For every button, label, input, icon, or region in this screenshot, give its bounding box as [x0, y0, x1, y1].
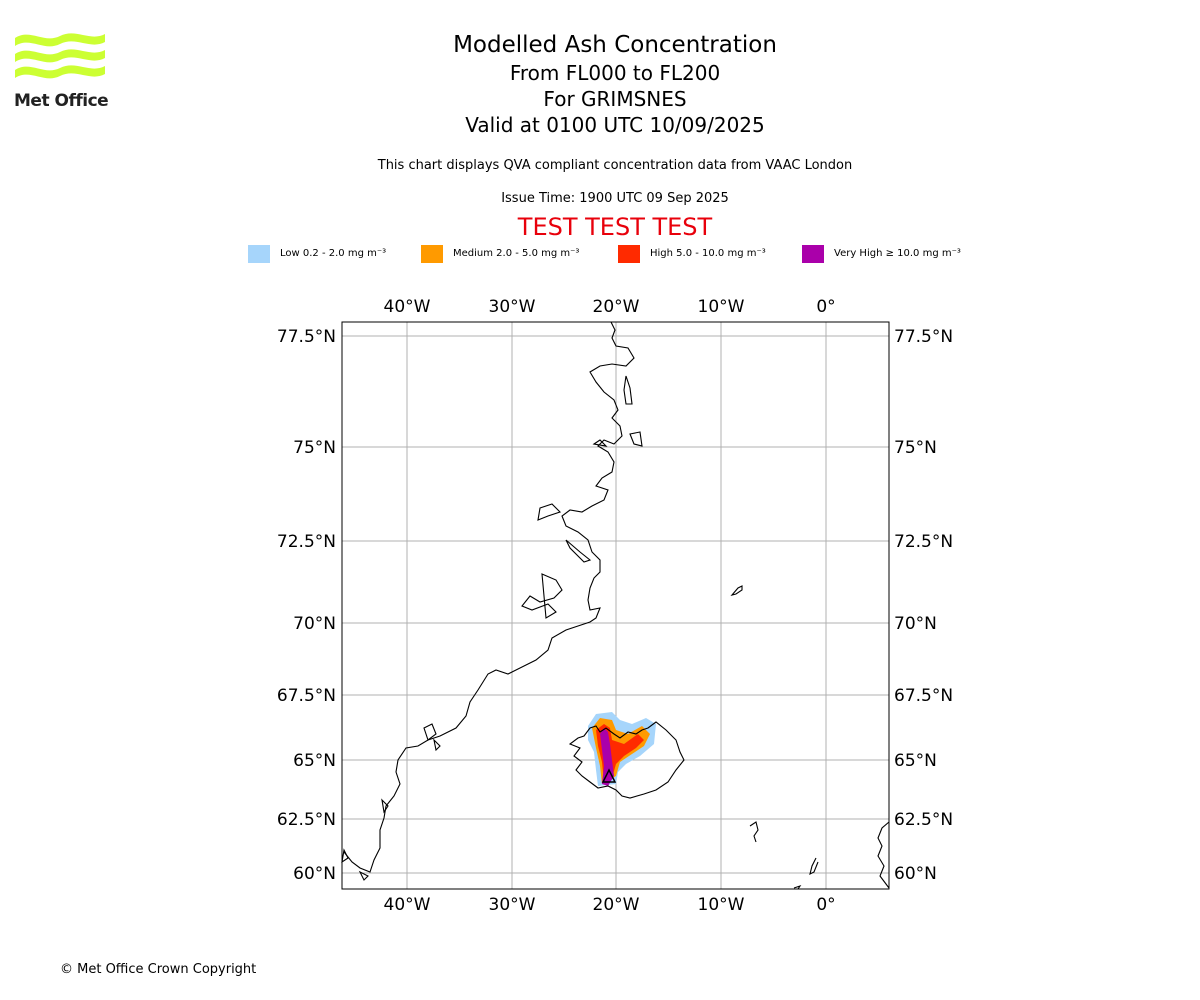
map-frame: [341, 321, 890, 890]
legend-swatch-medium: [421, 244, 443, 263]
lon-label-top: 10°W: [698, 297, 745, 317]
lon-label-top: 20°W: [593, 297, 640, 317]
lon-label-bottom: 10°W: [698, 895, 745, 915]
legend-label-high: High 5.0 - 10.0 mg m⁻³: [650, 248, 766, 259]
legend-label-very-high: Very High ≥ 10.0 mg m⁻³: [834, 248, 961, 259]
lon-label-top: 0°: [816, 297, 835, 317]
lat-label-right: 60°N: [894, 864, 937, 884]
lon-label-bottom: 30°W: [489, 895, 536, 915]
lon-label-bottom: 40°W: [384, 895, 431, 915]
legend-label-low: Low 0.2 - 2.0 mg m⁻³: [280, 248, 387, 259]
lat-label-right: 62.5°N: [894, 810, 953, 830]
lat-label-left: 65°N: [293, 751, 336, 771]
chart-description: This chart displays QVA compliant concen…: [377, 158, 853, 173]
lon-label-bottom: 0°: [816, 895, 835, 915]
lat-label-right: 65°N: [894, 751, 937, 771]
greenland-coastline: [341, 321, 643, 881]
test-banner: TEST TEST TEST: [517, 213, 713, 241]
lat-label-left: 60°N: [293, 864, 336, 884]
map-gridlines: [342, 322, 889, 889]
chart-title: Modelled Ash Concentration: [453, 32, 777, 58]
lon-label-top: 30°W: [489, 297, 536, 317]
lon-labels-top: 40°W 30°W 20°W 10°W 0°: [384, 297, 836, 317]
lat-label-left: 70°N: [293, 614, 336, 634]
lat-label-right: 72.5°N: [894, 532, 953, 552]
volcano-marker-icon: [601, 768, 617, 783]
lat-label-right: 67.5°N: [894, 686, 953, 706]
lat-label-left: 75°N: [293, 438, 336, 458]
lat-labels-left: 77.5°N 75°N 72.5°N 70°N 67.5°N 65°N 62.5…: [277, 327, 336, 884]
norway-coastline: [877, 821, 890, 889]
lat-label-right: 70°N: [894, 614, 937, 634]
lat-label-right: 77.5°N: [894, 327, 953, 347]
issue-time: Issue Time: 1900 UTC 09 Sep 2025: [501, 191, 729, 206]
met-office-logo-text: Met Office: [14, 91, 109, 111]
legend-label-medium: Medium 2.0 - 5.0 mg m⁻³: [453, 248, 580, 259]
legend-item-low: Low 0.2 - 2.0 mg m⁻³: [248, 244, 386, 263]
lon-labels-bottom: 40°W 30°W 20°W 10°W 0°: [384, 895, 836, 915]
lat-label-right: 75°N: [894, 438, 937, 458]
valid-time: Valid at 0100 UTC 10/09/2025: [465, 113, 765, 137]
volcano-name: For GRIMSNES: [543, 87, 687, 111]
jan-mayen-coastline: [730, 585, 743, 596]
lat-label-left: 72.5°N: [277, 532, 336, 552]
copyright-notice: © Met Office Crown Copyright: [60, 962, 257, 977]
legend-item-high: High 5.0 - 10.0 mg m⁻³: [618, 244, 766, 263]
legend-item-very-high: Very High ≥ 10.0 mg m⁻³: [802, 244, 961, 263]
scotland-coastline: [793, 884, 802, 890]
iceland-coastline: [568, 721, 685, 799]
legend-swatch-high: [618, 244, 640, 263]
legend-swatch-low: [248, 244, 270, 263]
chart-title-block: Modelled Ash Concentration From FL000 to…: [0, 30, 1200, 138]
lat-labels-right: 77.5°N 75°N 72.5°N 70°N 67.5°N 65°N 62.5…: [894, 327, 953, 884]
shetland-coastline: [809, 857, 819, 876]
met-office-logo: Met Office: [14, 30, 109, 112]
lat-label-left: 67.5°N: [277, 686, 336, 706]
ash-plume: [588, 712, 656, 786]
legend-swatch-very-high: [802, 244, 824, 263]
lon-label-bottom: 20°W: [593, 895, 640, 915]
met-office-waves-icon: [15, 33, 105, 79]
legend-item-medium: Medium 2.0 - 5.0 mg m⁻³: [421, 244, 579, 263]
lat-label-left: 77.5°N: [277, 327, 336, 347]
flight-level-range: From FL000 to FL200: [509, 61, 721, 85]
lon-label-top: 40°W: [384, 297, 431, 317]
lat-label-left: 62.5°N: [277, 810, 336, 830]
faroe-islands-coastline: [749, 821, 759, 843]
